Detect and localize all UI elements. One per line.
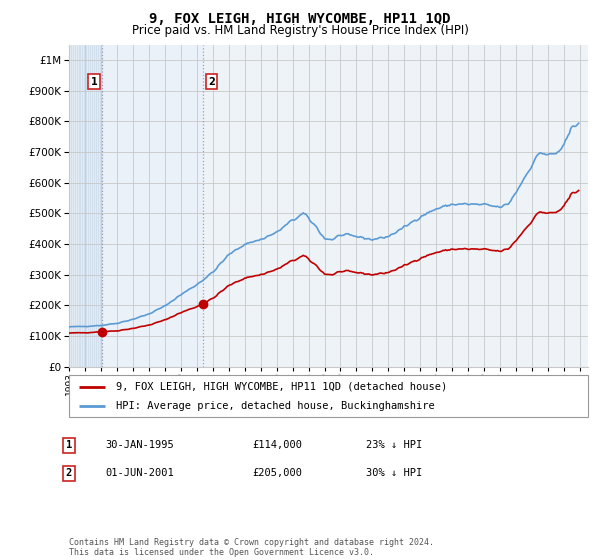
Text: 1: 1	[91, 77, 98, 87]
Text: Price paid vs. HM Land Registry's House Price Index (HPI): Price paid vs. HM Land Registry's House …	[131, 24, 469, 36]
Text: 1: 1	[66, 440, 72, 450]
Text: 9, FOX LEIGH, HIGH WYCOMBE, HP11 1QD (detached house): 9, FOX LEIGH, HIGH WYCOMBE, HP11 1QD (de…	[116, 381, 447, 391]
Bar	[102, 45, 203, 367]
Text: 30-JAN-1995: 30-JAN-1995	[105, 440, 174, 450]
Text: 01-JUN-2001: 01-JUN-2001	[105, 468, 174, 478]
Text: 30% ↓ HPI: 30% ↓ HPI	[366, 468, 422, 478]
Text: 2: 2	[66, 468, 72, 478]
Text: 9, FOX LEIGH, HIGH WYCOMBE, HP11 1QD: 9, FOX LEIGH, HIGH WYCOMBE, HP11 1QD	[149, 12, 451, 26]
Text: £114,000: £114,000	[252, 440, 302, 450]
Text: 23% ↓ HPI: 23% ↓ HPI	[366, 440, 422, 450]
Text: 2: 2	[208, 77, 215, 87]
Text: £205,000: £205,000	[252, 468, 302, 478]
Bar	[203, 45, 588, 367]
Text: HPI: Average price, detached house, Buckinghamshire: HPI: Average price, detached house, Buck…	[116, 401, 434, 411]
Text: Contains HM Land Registry data © Crown copyright and database right 2024.
This d: Contains HM Land Registry data © Crown c…	[69, 538, 434, 557]
Bar	[69, 45, 102, 367]
